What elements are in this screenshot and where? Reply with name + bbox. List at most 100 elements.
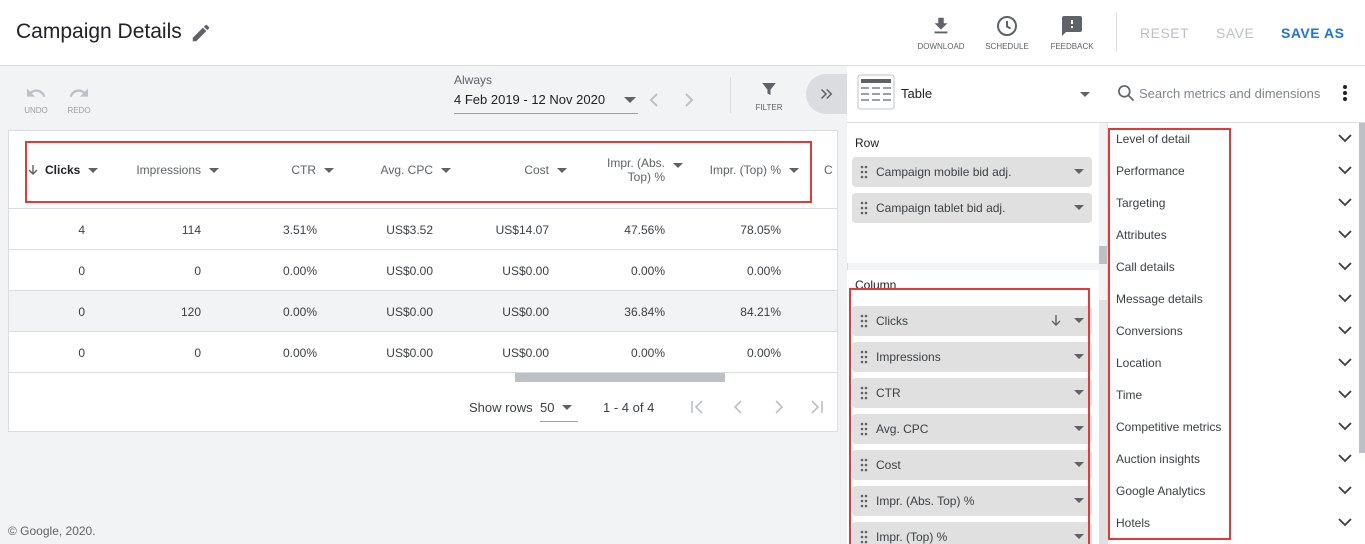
category-message-details[interactable]: Message details [1116,292,1203,306]
chevron-right-icon[interactable] [683,92,695,108]
sort-down-icon[interactable] [1050,314,1062,327]
table-row[interactable]: 0 120 0.00% US$0.00 US$0.00 36.84% 84.21… [9,291,837,332]
table-row[interactable]: 0 0 0.00% US$0.00 US$0.00 0.00% 0.00% [9,332,837,373]
show-rows-select[interactable]: 50 [540,400,555,415]
drag-handle-icon[interactable] [860,350,868,364]
undo-label: UNDO [24,106,48,115]
column-header-avg-cpc[interactable]: Avg. CPC [359,131,451,209]
caret-down-icon[interactable] [1074,354,1084,359]
column-chip[interactable]: CTR [852,378,1092,408]
caret-down-icon[interactable] [1074,318,1084,323]
caret-down-icon[interactable] [1074,390,1084,395]
redo-icon [69,88,88,98]
horizontal-scrollbar[interactable] [515,373,725,382]
save-as-button[interactable]: SAVE AS [1281,25,1345,41]
category-call-details[interactable]: Call details [1116,260,1175,274]
row-chip[interactable]: Campaign mobile bid adj. [852,157,1092,187]
column-header-impressions[interactable]: Impressions [119,131,219,209]
column-header-clicks[interactable]: Clicks [27,131,105,209]
metrics-scrollbar[interactable] [1359,123,1365,453]
column-chip[interactable]: Impr. (Top) % [852,522,1092,544]
column-header-ctr[interactable]: CTR [249,131,334,209]
metrics-search-input[interactable]: Search metrics and dimensions [1139,86,1321,101]
column-chip[interactable]: Avg. CPC [852,414,1092,444]
chevron-right-icon[interactable] [770,399,786,415]
chevron-down-icon[interactable] [1338,326,1352,335]
table-row[interactable]: 4 114 3.51% US$3.52 US$14.07 47.56% 78.0… [9,209,837,250]
chevron-down-icon[interactable] [1338,422,1352,431]
chart-type-select[interactable]: Table [847,66,1107,123]
caret-down-icon[interactable] [624,96,636,104]
drag-handle-icon[interactable] [860,165,868,179]
chevron-down-icon[interactable] [1338,358,1352,367]
last-page-icon[interactable] [809,399,825,415]
chevron-down-icon[interactable] [1338,294,1352,303]
caret-down-icon[interactable] [1074,498,1084,503]
feedback-button[interactable]: FEEDBACK [1042,14,1102,51]
table-row[interactable]: 0 0 0.00% US$0.00 US$0.00 0.00% 0.00% [9,250,837,291]
drag-handle-icon[interactable] [860,386,868,400]
chevron-down-icon[interactable] [1338,198,1352,207]
drag-handle-icon[interactable] [860,201,868,215]
drag-handle-icon[interactable] [860,314,868,328]
chevron-down-icon[interactable] [1338,486,1352,495]
page-title: Campaign Details [16,20,182,43]
column-chip[interactable]: Impressions [852,342,1092,372]
category-competitive-metrics[interactable]: Competitive metrics [1116,420,1222,434]
more-vert-icon[interactable] [1342,84,1348,102]
category-auction-insights[interactable]: Auction insights [1116,452,1201,466]
column-chip[interactable]: Cost [852,450,1092,480]
caret-down-icon[interactable] [1074,462,1084,467]
drag-handle-icon[interactable] [860,458,868,472]
undo-button[interactable]: UNDO [21,84,51,115]
drag-handle-icon[interactable] [860,530,868,544]
schedule-button[interactable]: SCHEDULE [977,14,1037,51]
first-page-icon[interactable] [689,399,705,415]
search-icon[interactable] [1116,83,1136,103]
row-scrollbar[interactable] [1099,246,1107,264]
category-attributes[interactable]: Attributes [1116,228,1167,242]
chevron-left-icon[interactable] [731,399,747,415]
save-button[interactable]: SAVE [1216,25,1255,41]
category-conversions[interactable]: Conversions [1116,324,1183,338]
caret-down-icon[interactable] [1074,205,1084,210]
date-range-select[interactable]: 4 Feb 2019 - 12 Nov 2020 [454,92,606,107]
category-google-analytics[interactable]: Google Analytics [1116,484,1206,498]
drag-handle-icon[interactable] [860,494,868,508]
category-time[interactable]: Time [1116,388,1143,402]
column-chip[interactable]: Impr. (Abs. Top) % [852,486,1092,516]
chevron-down-icon[interactable] [1338,230,1352,239]
caret-down-icon [789,167,799,173]
reset-button[interactable]: RESET [1140,25,1190,41]
redo-button[interactable]: REDO [64,84,94,115]
column-header-impr-top[interactable]: Impr. (Top) % [699,131,799,209]
column-header-cost[interactable]: Cost [479,131,567,209]
caret-down-icon[interactable] [562,405,572,410]
category-targeting[interactable]: Targeting [1116,196,1166,210]
drag-handle-icon[interactable] [860,422,868,436]
column-chip[interactable]: Clicks [852,306,1092,336]
chevron-down-icon[interactable] [1338,390,1352,399]
chevron-down-icon[interactable] [1338,454,1352,463]
filter-button[interactable]: FILTER [752,80,786,112]
category-level-of-detail[interactable]: Level of detail [1116,132,1191,146]
feedback-label: FEEDBACK [1050,42,1094,51]
category-location[interactable]: Location [1116,356,1162,370]
column-header-truncated[interactable]: C [824,163,833,177]
caret-down-icon [673,163,683,168]
download-button[interactable]: DOWNLOAD [911,14,971,51]
caret-down-icon[interactable] [1074,169,1084,174]
chevron-left-icon[interactable] [648,92,660,108]
edit-icon[interactable] [190,22,212,44]
category-performance[interactable]: Performance [1116,164,1185,178]
chevron-down-icon[interactable] [1338,166,1352,175]
row-chip[interactable]: Campaign tablet bid adj. [852,193,1092,223]
category-hotels[interactable]: Hotels [1116,516,1151,530]
chevron-down-icon[interactable] [1338,518,1352,527]
chevron-down-icon[interactable] [1338,262,1352,271]
caret-down-icon[interactable] [1074,534,1084,539]
caret-down-icon[interactable] [1074,426,1084,431]
column-header-impr-abs-top[interactable]: Impr. (Abs. Top) % [589,131,683,209]
chevron-down-icon[interactable] [1338,134,1352,143]
collapse-panel-button[interactable] [806,74,850,114]
